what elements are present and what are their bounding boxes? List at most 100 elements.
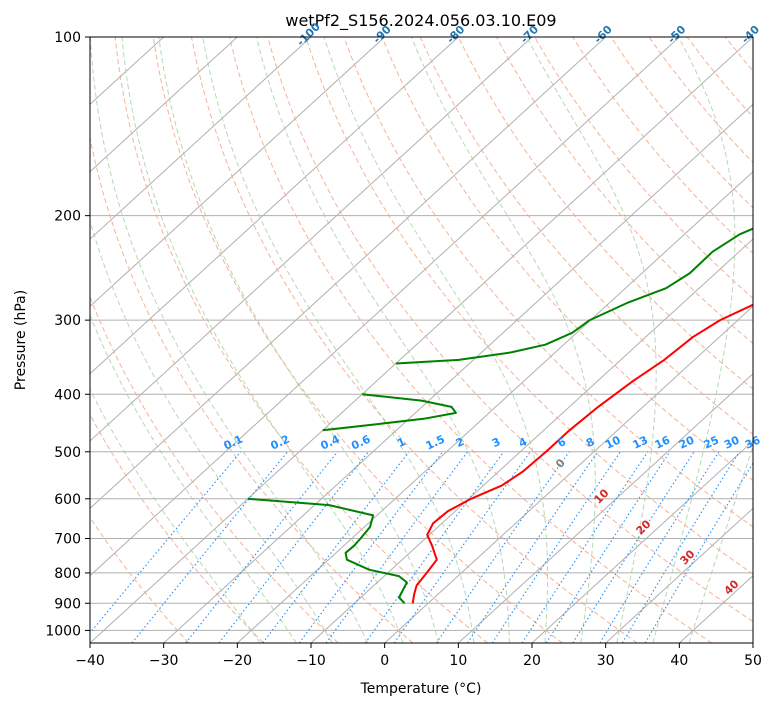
x-tick-label: 10 (449, 653, 467, 669)
moist-adiabat-label: 0 (553, 456, 568, 471)
dry-adiabat-line (457, 37, 753, 390)
mixing-ratio-line (262, 451, 410, 643)
isotherm-line (752, 642, 753, 643)
isotherm-label: -50 (665, 23, 688, 46)
mixing-ratio-label: 4 (517, 435, 530, 450)
isotherm-line (90, 37, 533, 442)
mixing-ratio-line (218, 451, 369, 643)
profile-lines (247, 227, 753, 604)
y-tick-label: 300 (54, 313, 81, 329)
dewpoint-line (395, 227, 753, 365)
x-tick-label: −30 (149, 653, 179, 669)
mixing-ratio-line (185, 451, 339, 643)
moist-adiabat-label: 40 (722, 577, 742, 597)
mixing-ratio-label: 1 (395, 435, 407, 450)
dry-adiabat-line (267, 37, 753, 623)
mixing-ratio-label: 20 (677, 433, 697, 451)
mixing-ratio-label: 0.2 (269, 433, 292, 453)
mixing-ratio-line (90, 451, 242, 634)
dry-adiabat-line (419, 37, 753, 436)
isotherm-label: -40 (739, 23, 762, 46)
x-tick-label: 40 (670, 653, 688, 669)
x-axis-label: Temperature (°C) (360, 681, 482, 697)
mixing-ratio-line (572, 451, 695, 643)
x-tick-label: 20 (523, 653, 541, 669)
moist-adiabat-line (90, 218, 333, 643)
mixing-ratio-line (491, 451, 621, 643)
moist-adiabat-line (90, 37, 369, 643)
isotherm-label: -60 (592, 23, 615, 46)
mixing-ratio-line (435, 451, 570, 643)
mixing-ratio-line (621, 451, 740, 643)
moist-adiabat-line (688, 444, 753, 643)
x-tick-label: −20 (223, 653, 253, 669)
dry-adiabat-line (763, 37, 775, 643)
dry-adiabat-line (724, 37, 753, 72)
y-tick-label: 200 (54, 209, 81, 225)
mixing-ratio-label: 10 (603, 433, 623, 451)
moist-adiabat-line (90, 388, 261, 643)
dry-adiabat-line (229, 37, 712, 643)
dewpoint-line (247, 497, 408, 604)
dry-adiabat-line (572, 37, 753, 254)
mixing-ratio-line (467, 451, 599, 643)
moist-adiabat-line (121, 37, 404, 643)
isotherm-line (90, 37, 680, 577)
dry-adiabat-line (305, 37, 753, 575)
mixing-ratio-label: 13 (631, 434, 650, 452)
dry-adiabat-line (381, 37, 753, 482)
dry-adiabat-line (343, 37, 753, 528)
mixing-ratio-label: 0.6 (349, 432, 372, 452)
y-tick-label: 400 (54, 387, 81, 403)
mixing-ratio-line (325, 451, 468, 643)
isotherm-line (90, 37, 459, 375)
chart-title: wetPf2_S156.2024.056.03.10.E09 (285, 11, 556, 31)
dry-adiabat-line (152, 37, 563, 643)
dry-adiabat-line (90, 135, 414, 643)
x-tick-label: 30 (597, 653, 615, 669)
y-tick-label: 700 (54, 532, 81, 548)
mixing-ratio-line (521, 451, 649, 643)
temperature-line (411, 303, 753, 604)
grid (90, 37, 753, 643)
plot-frame (89, 36, 754, 644)
mixing-ratio-line (393, 451, 531, 643)
mixing-ratio-label: 3 (490, 435, 502, 450)
mixing-ratio-line (545, 451, 671, 643)
moist-adiabat-label: 30 (678, 547, 698, 567)
mixing-ratio-line (364, 451, 505, 643)
isotherm-line (384, 305, 753, 643)
mixing-ratio-label: 0.1 (222, 433, 245, 453)
y-tick-label: 500 (54, 445, 81, 461)
mixing-ratio-label: 30 (722, 433, 742, 451)
dry-adiabat-line (686, 37, 753, 118)
moist-adiabat-line (411, 37, 596, 643)
isotherm-line (90, 37, 312, 240)
mixing-ratio-label: 1.5 (424, 433, 447, 453)
y-axis-label: Pressure (hPa) (13, 290, 29, 390)
y-tick-label: 1000 (45, 623, 81, 639)
x-tick-label: 0 (380, 653, 389, 669)
mixing-ratio-label: 25 (702, 434, 721, 452)
y-tick-label: 100 (54, 30, 81, 46)
dry-adiabat-line (648, 37, 753, 164)
y-axis-ticks: 100 200 300 400 500 600 700 800 900 1000 (45, 30, 90, 639)
x-tick-label: −40 (75, 653, 105, 669)
dry-adiabat-line (90, 413, 264, 643)
mixing-ratio-line (599, 451, 720, 643)
moist-adiabat-line (256, 37, 510, 643)
isotherm-line (605, 507, 753, 643)
isotherm-line (90, 37, 753, 643)
isotherm-line (90, 37, 386, 308)
isotherm-line (163, 103, 753, 643)
mixing-ratio-label: 2 (454, 435, 466, 450)
isotherm-line (90, 37, 607, 510)
dry-adiabat-line (534, 37, 753, 299)
mixing-ratio-label: 6 (556, 435, 569, 450)
x-axis-ticks: −40 −30 −20 −10 0 10 20 30 40 50 (75, 643, 762, 669)
isotherm-line (457, 372, 753, 643)
moist-adiabat-line (652, 37, 736, 643)
y-tick-label: 900 (54, 596, 81, 612)
mixing-ratio-label: 16 (653, 433, 673, 451)
line-labels: 0.1 0.2 0.4 0.6 1 1.5 2 3 4 6 8 10 13 16 20 25 30 36-100-… (222, 20, 763, 598)
